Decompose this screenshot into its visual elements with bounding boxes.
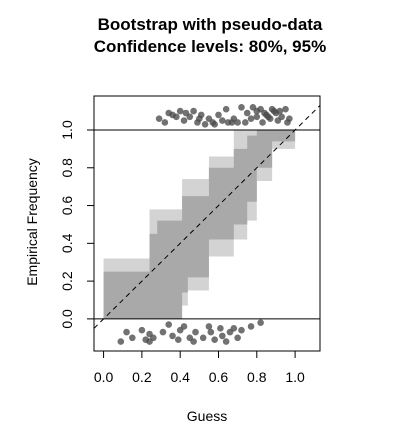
data-point: [180, 117, 188, 124]
data-point: [123, 328, 130, 336]
chart-title: Bootstrap with pseudo-data: [98, 15, 323, 34]
data-point: [219, 332, 226, 340]
y-tick-label: 1.0: [59, 120, 75, 140]
x-tick-label: 0.8: [247, 369, 267, 385]
data-point: [247, 115, 255, 122]
y-tick-label: 0.6: [59, 196, 75, 216]
y-tick-label: 0.8: [59, 158, 75, 178]
y-axis: 0.0 0.2 0.4 0.6 0.8 1.0: [59, 120, 95, 329]
data-point: [207, 328, 215, 336]
data-point: [215, 111, 222, 119]
data-point: [230, 325, 238, 332]
data-point: [257, 319, 264, 326]
data-point: [259, 119, 266, 126]
x-tick-label: 1.0: [285, 369, 305, 385]
data-point: [278, 113, 285, 121]
x-axis: 0.0 0.2 0.4 0.6 0.8 1.0: [94, 350, 305, 385]
data-point: [138, 326, 146, 334]
data-point: [129, 334, 136, 342]
x-tick-label: 0.4: [170, 369, 190, 385]
data-point: [247, 323, 255, 330]
data-point: [186, 113, 194, 121]
data-point: [211, 121, 218, 128]
diagonal-line: [94, 105, 320, 329]
data-point: [266, 115, 274, 122]
plot-area: [94, 104, 320, 345]
data-point: [176, 107, 184, 115]
x-tick-label: 0.0: [94, 369, 114, 385]
chart-subtitle: Confidence levels: 80%, 95%: [94, 37, 326, 56]
data-point: [159, 328, 167, 336]
y-tick-label: 0.0: [59, 309, 75, 329]
data-point: [243, 109, 251, 117]
data-point: [192, 328, 199, 336]
data-point: [197, 111, 205, 119]
data-point: [161, 119, 169, 126]
y-tick-label: 0.4: [59, 233, 75, 253]
data-point: [117, 338, 125, 345]
data-point: [234, 119, 241, 126]
data-point: [234, 334, 241, 342]
data-point: [180, 323, 188, 330]
data-point: [217, 325, 224, 332]
data-point: [219, 117, 226, 124]
x-tick-label: 0.6: [209, 369, 229, 385]
data-point: [199, 334, 207, 342]
data-point: [253, 113, 261, 121]
data-point: [174, 336, 182, 343]
data-point: [201, 121, 209, 128]
data-point: [238, 326, 245, 334]
data-point: [222, 105, 230, 113]
data-point: [190, 107, 197, 115]
data-point: [150, 334, 157, 342]
y-tick-label: 0.2: [59, 271, 75, 291]
data-point: [190, 338, 197, 345]
data-point: [211, 336, 218, 343]
data-point: [242, 119, 249, 126]
data-point: [276, 107, 284, 115]
data-point: [169, 332, 176, 340]
data-point: [205, 323, 213, 330]
data-point: [155, 115, 163, 122]
data-point: [238, 104, 245, 111]
data-point: [286, 115, 293, 122]
x-tick-label: 0.2: [132, 369, 152, 385]
data-point: [222, 338, 230, 345]
data-point: [282, 105, 289, 113]
data-point: [173, 113, 180, 121]
x-axis-label: Guess: [187, 408, 227, 424]
data-point: [165, 321, 172, 328]
y-axis-label: Empirical Frequency: [24, 158, 40, 286]
